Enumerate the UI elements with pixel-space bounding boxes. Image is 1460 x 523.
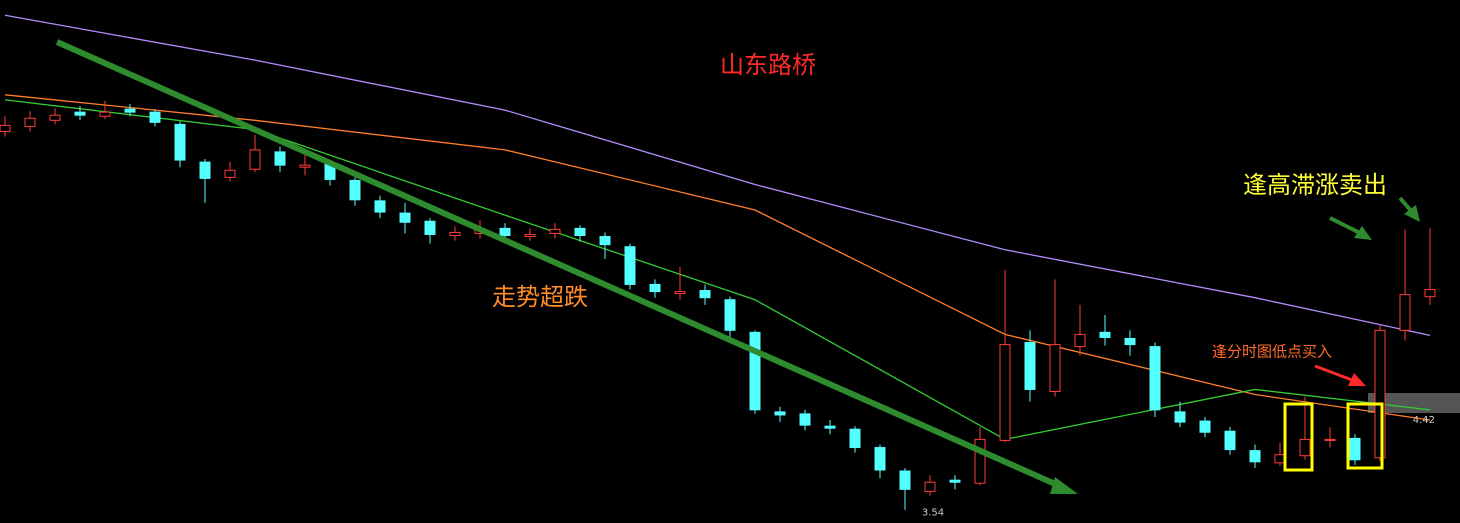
annotation: 走势超跌 [492, 283, 588, 311]
moving-average [4, 94, 1431, 421]
candle-body [0, 124, 11, 133]
candle-body [149, 111, 161, 123]
candle-body [1099, 331, 1111, 338]
annotation: 逢高滞涨卖出 [1243, 171, 1387, 199]
candle-body [374, 200, 386, 213]
candle-body [499, 227, 511, 237]
candle-body [449, 231, 461, 237]
candle-body [1349, 437, 1361, 461]
candle-body [949, 479, 961, 483]
candle-body [674, 291, 686, 295]
candle-body [1249, 450, 1261, 463]
candle-body [549, 228, 561, 234]
candle-body [1124, 337, 1136, 346]
candle-body [924, 481, 936, 492]
candle-body [974, 438, 986, 484]
candle-body [199, 161, 211, 179]
candle-body [99, 111, 111, 117]
candle-body [424, 220, 436, 235]
candle-body [249, 149, 261, 170]
candle-body [299, 164, 311, 168]
candle-body [1424, 289, 1436, 298]
candle-body [1374, 329, 1386, 459]
candle-body [624, 246, 636, 285]
annotation: 逢分时图低点买入 [1212, 343, 1332, 361]
candle-body [574, 227, 586, 237]
candle-body [849, 428, 861, 449]
candle-body [999, 344, 1011, 441]
candle-body [174, 123, 186, 161]
highlight-band [1368, 393, 1460, 413]
candle-body [1199, 420, 1211, 433]
arrow-head [1354, 226, 1372, 240]
moving-average [4, 14, 1431, 337]
candle-body [124, 108, 136, 113]
candle-body [774, 411, 786, 416]
arrow [1329, 216, 1363, 236]
marks: 3.54 4.42 [0, 14, 1436, 519]
candle-body [749, 331, 761, 411]
candle-body [349, 179, 361, 201]
arrow [1314, 364, 1353, 382]
price-label: 4.42 [1413, 415, 1435, 426]
candle-body [1149, 346, 1161, 411]
candle-body [1299, 438, 1311, 457]
candle-body [799, 413, 811, 426]
candle-body [824, 425, 836, 429]
candle-body [399, 212, 411, 223]
candle-body [524, 233, 536, 238]
arrow-head [1348, 373, 1366, 386]
candle-body [874, 447, 886, 471]
candle-body [74, 111, 86, 116]
highlight-box [1283, 402, 1314, 472]
candle-body [1224, 430, 1236, 451]
candle-body [1174, 411, 1186, 423]
moving-average [4, 99, 1431, 441]
candle-body [699, 290, 711, 299]
candle-body [1399, 294, 1411, 331]
price-label: 3.54 [922, 508, 944, 519]
candle-body [899, 470, 911, 490]
candle-body [1074, 333, 1086, 348]
candle-body [599, 236, 611, 246]
candle-body [649, 283, 661, 293]
arrow-head [1050, 477, 1078, 494]
chart-title: 山东路桥 [720, 51, 816, 79]
candle-body [274, 151, 286, 166]
candle-body [224, 169, 236, 178]
candle-body [1324, 438, 1336, 441]
highlight-box [1346, 402, 1384, 470]
candle-body [49, 114, 61, 121]
candle-body [24, 117, 36, 127]
candle-body [1024, 342, 1036, 390]
arrow-head [1404, 205, 1420, 222]
trend-arrow [55, 39, 1064, 490]
candle-body [724, 299, 736, 331]
candle-body [1049, 344, 1061, 392]
